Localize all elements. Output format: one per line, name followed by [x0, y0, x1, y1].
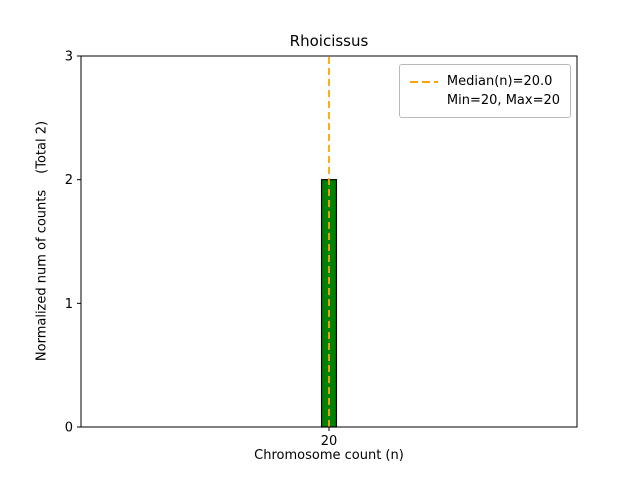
x-axis-label: Chromosome count (n)	[254, 448, 404, 463]
legend-item-median: Median(n)=20.0	[409, 72, 560, 91]
y-tick-label: 3	[65, 50, 73, 65]
legend-label-minmax: Min=20, Max=20	[446, 93, 560, 108]
x-tick-label: 20	[321, 434, 338, 449]
legend: Median(n)=20.0 Min=20, Max=20	[398, 64, 571, 118]
y-axis-label-note: (Total 2)	[34, 120, 50, 174]
y-tick-label: 2	[65, 173, 73, 188]
legend-label-median: Median(n)=20.0	[446, 74, 553, 89]
y-tick-label: 1	[65, 297, 73, 312]
chart-title: Rhoicissus	[289, 32, 369, 50]
y-axis-label-group: Normalized num of counts (Total 2)	[35, 121, 50, 361]
legend-item-minmax: Min=20, Max=20	[409, 91, 560, 110]
y-tick-label: 0	[65, 421, 73, 436]
legend-empty-handle	[409, 94, 439, 108]
y-axis-label: Normalized num of counts	[34, 189, 50, 362]
median-dashed-line-sample	[409, 80, 438, 83]
